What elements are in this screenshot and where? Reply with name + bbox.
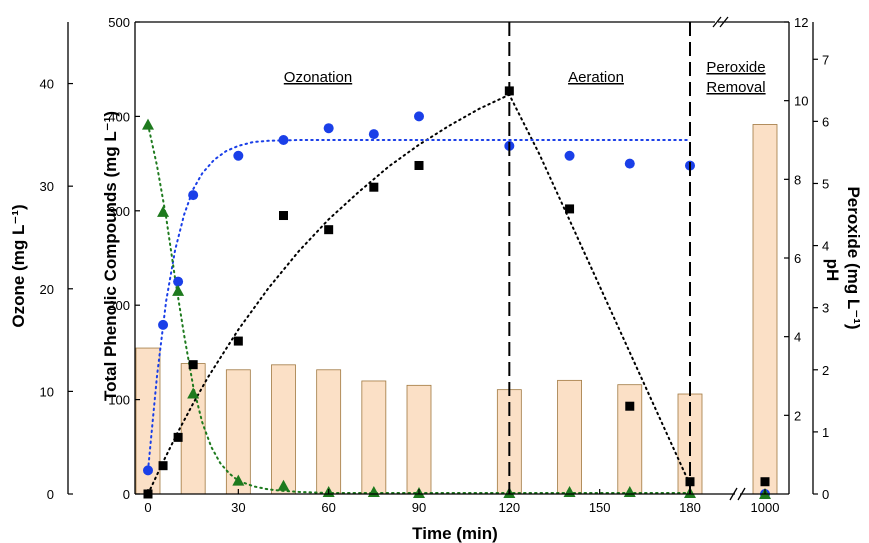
peroxide-tick-label: 1 <box>822 425 829 440</box>
ozone-tick-label: 30 <box>40 179 54 194</box>
phenolic-axis-label: Total Phenolic Compounds (mg L⁻¹) <box>101 111 120 401</box>
ph-tick-label: 10 <box>794 94 808 109</box>
x-tick-label: 0 <box>144 500 151 515</box>
x-tick-label: 90 <box>412 500 426 515</box>
ph-point <box>173 276 184 287</box>
ph-point <box>564 150 575 161</box>
ph-tick-label: 6 <box>794 251 801 266</box>
peroxide-bar <box>617 384 643 495</box>
phenolic-tick-label: 0 <box>123 487 130 502</box>
ozone-point <box>172 284 185 296</box>
ozone-point <box>157 205 170 217</box>
peroxide-tick-label: 6 <box>822 114 829 129</box>
bottom-break-mark <box>737 487 746 501</box>
ozone-point <box>187 387 200 399</box>
peroxide-tick-label: 0 <box>822 487 829 502</box>
phenolic-point <box>414 160 424 170</box>
peroxide-bar <box>752 124 778 495</box>
x-tick-label: 150 <box>589 500 611 515</box>
ph-point <box>233 150 244 161</box>
phenolic-point <box>158 461 168 471</box>
x-tick-label: 120 <box>498 500 520 515</box>
phenolic-tick-label: 100 <box>108 393 130 408</box>
ozone-point <box>142 118 154 130</box>
phenolic-tick-label: 500 <box>108 15 130 30</box>
phenolic-point <box>685 477 695 487</box>
phenolic-tick-label: 200 <box>108 298 130 313</box>
ph-tick-label: 12 <box>794 15 808 30</box>
ph-tick-label: 8 <box>794 172 801 187</box>
phenolic-point <box>760 477 770 487</box>
peroxide-bar <box>316 369 342 495</box>
phenolic-fit-line <box>147 93 691 495</box>
peroxide-bar <box>361 380 387 495</box>
peroxide-tick-label: 7 <box>822 52 829 67</box>
phase-label-aeration: Aeration <box>568 69 624 86</box>
ozone-axis-label: Ozone (mg L⁻¹) <box>9 204 28 327</box>
peroxide-tick-label: 5 <box>822 176 829 191</box>
peroxide-axis-label: Peroxide (mg L⁻¹) <box>844 186 863 329</box>
ph-axis-label: pH <box>823 259 842 282</box>
ozone-tick-label: 40 <box>40 77 54 92</box>
ph-point <box>188 190 199 201</box>
phenolic-point <box>565 204 575 214</box>
peroxide-bar <box>271 364 296 495</box>
x-tick-label: 1000 <box>751 500 780 515</box>
ph-fit-line <box>147 139 691 472</box>
ozone-point <box>232 474 245 486</box>
x-tick-label: 60 <box>321 500 335 515</box>
phenolic-point <box>369 182 379 192</box>
ph-point <box>278 135 289 145</box>
peroxide-bar <box>180 363 206 495</box>
phase-label-peroxide: Peroxide <box>706 59 765 76</box>
ph-point <box>414 111 424 122</box>
phase-label-ozonation: Ozonation <box>284 69 352 86</box>
phenolic-point <box>324 225 334 235</box>
ozone-point <box>277 479 290 491</box>
ozone-tick-label: 0 <box>47 487 54 502</box>
peroxide-bar <box>557 379 582 495</box>
x-axis-label: Time (min) <box>412 524 498 543</box>
phenolic-point <box>188 360 198 370</box>
top-break-mark <box>719 16 729 28</box>
top-break-mark <box>712 16 722 28</box>
phenolic-point <box>233 336 243 346</box>
x-tick-label: 180 <box>679 500 701 515</box>
phenolic-point <box>173 432 183 442</box>
ph-tick-label: 4 <box>794 330 801 345</box>
phenolic-tick-label: 300 <box>108 204 130 219</box>
ph-tick-label: 2 <box>794 408 801 423</box>
ph-point <box>143 465 153 476</box>
ozone-tick-label: 10 <box>40 384 54 399</box>
ph-point <box>624 158 635 169</box>
peroxide-tick-label: 3 <box>822 301 829 316</box>
peroxide-tick-label: 2 <box>822 363 829 378</box>
peroxide-tick-label: 4 <box>822 239 829 254</box>
peroxide-bar <box>225 369 251 495</box>
ozone-tick-label: 20 <box>40 282 54 297</box>
phenolic-point <box>279 211 288 221</box>
ph-point <box>323 123 334 134</box>
phase-label-removal: Removal <box>706 79 765 96</box>
phenolic-point <box>625 401 635 411</box>
ph-point <box>158 319 169 330</box>
phenolic-tick-label: 400 <box>108 109 130 124</box>
peroxide-bar <box>406 384 432 495</box>
bottom-break-mark <box>729 487 738 501</box>
ph-point <box>368 129 379 140</box>
x-tick-label: 30 <box>231 500 245 515</box>
